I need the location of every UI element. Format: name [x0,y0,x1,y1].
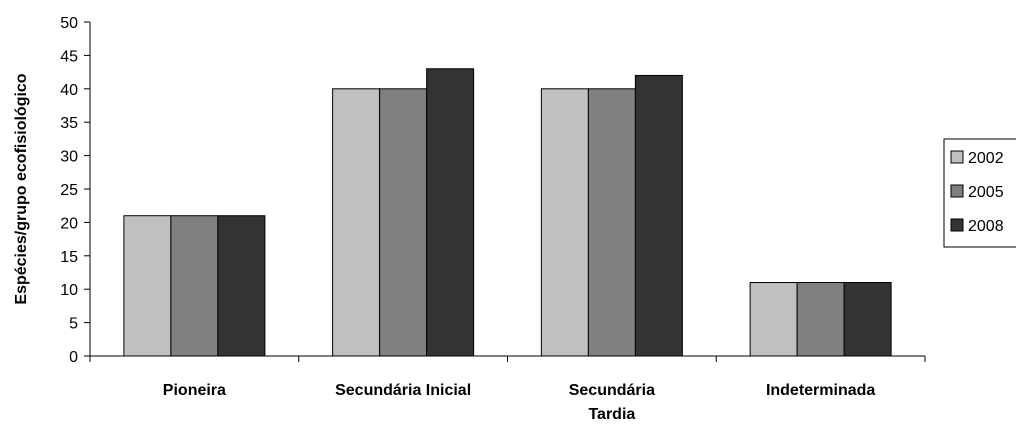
y-tick-label: 40 [60,82,78,99]
bar-2005-0 [170,215,219,357]
category-label: Secundária Inicial [335,382,471,399]
y-tick-label: 25 [60,182,78,199]
bar-2005-2 [587,88,636,357]
legend-swatch-2005 [950,184,964,198]
category-labels: Pioneira Secundária Inicial Secundária Tard… [163,382,876,423]
bar-2002-2 [540,88,589,357]
legend[interactable]: 2002 2005 2008 [943,138,1016,248]
y-tick-label: 10 [60,282,78,299]
y-tick-label: 5 [69,316,78,333]
bars [123,68,892,357]
category-label: Pioneira [163,382,226,399]
legend-label: 2008 [968,218,1004,235]
y-tick-label: 15 [60,249,78,266]
bar-2002-3 [749,282,798,357]
legend-swatch-2008 [950,218,964,232]
bar-2002-1 [332,88,381,357]
x-axis [89,355,926,362]
bar-2002-0 [123,215,172,357]
legend-label: 2002 [968,150,1004,167]
legend-label: 2005 [968,184,1004,201]
y-axis: 0 5 10 15 20 25 30 35 40 45 50 [60,15,91,366]
bar-2008-3 [843,282,892,357]
bar-2008-1 [426,68,475,357]
bar-2008-0 [217,215,266,357]
bar-2008-2 [634,74,683,357]
category-label: Secundária Tardia [569,382,655,423]
y-tick-label: 35 [60,115,78,132]
y-tick-label: 0 [69,349,78,366]
y-tick-label: 20 [60,215,78,232]
y-tick-label: 30 [60,149,78,166]
bar-2005-1 [379,88,428,357]
legend-swatch-2002 [950,150,964,164]
y-tick-label: 45 [60,48,78,65]
bar-2005-3 [796,282,845,357]
y-tick-label: 50 [60,15,78,32]
category-label: Indeterminada [766,382,875,399]
y-axis-label: Espécies/grupo ecofisiológico [13,73,30,304]
